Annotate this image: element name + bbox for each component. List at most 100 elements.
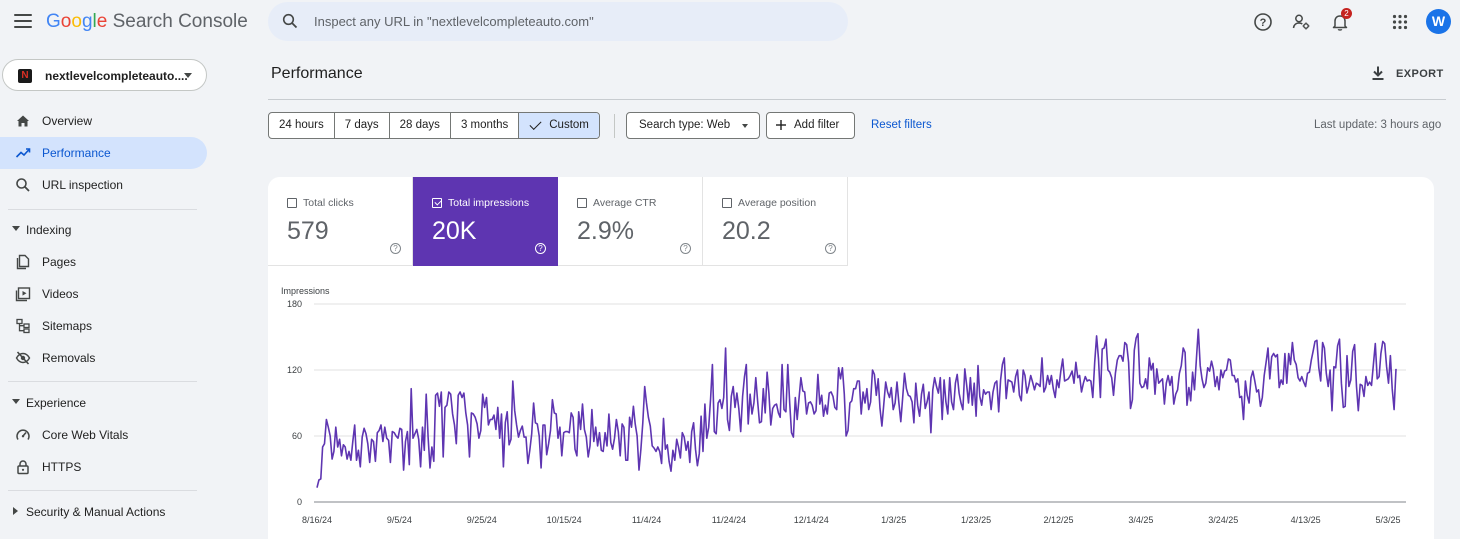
- x-tick-label: 1/23/25: [961, 515, 991, 525]
- gauge-icon: [16, 429, 30, 440]
- logo-letter: e: [96, 11, 108, 32]
- metric-total-clicks[interactable]: Total clicks 579 ?: [268, 177, 413, 266]
- sidebar-item-videos[interactable]: Videos: [0, 278, 207, 310]
- sidebar-item-removals[interactable]: Removals: [0, 342, 207, 374]
- property-selector[interactable]: N nextlevelcompleteauto....: [2, 59, 207, 91]
- search-console-logo[interactable]: Google Search Console: [46, 10, 248, 34]
- metric-value: 20.2: [722, 217, 771, 245]
- sidebar-section-experience[interactable]: Experience: [0, 391, 207, 415]
- date-range-28-days[interactable]: 28 days: [390, 113, 451, 138]
- pages-icon: [16, 254, 30, 270]
- add-filter-label: Add filter: [794, 119, 840, 131]
- last-update-text: Last update: 3 hours ago: [1314, 119, 1442, 131]
- svg-text:?: ?: [1260, 17, 1267, 29]
- sidebar-section-security[interactable]: Security & Manual Actions: [0, 500, 207, 524]
- sidebar-item-label: Removals: [42, 351, 96, 365]
- add-filter-button[interactable]: Add filter: [766, 112, 855, 139]
- filter-separator: [614, 114, 615, 138]
- date-range-custom[interactable]: Custom: [519, 113, 599, 138]
- sitemap-icon: [16, 318, 30, 334]
- sidebar-divider: [8, 381, 197, 382]
- help-icon[interactable]: ?: [535, 243, 546, 254]
- x-tick-label: 9/5/24: [387, 515, 412, 525]
- metric-label: Average position: [738, 197, 817, 209]
- section-title: Security & Manual Actions: [26, 505, 166, 519]
- impressions-chart: Impressions 0 60 120 180 8/16/24 9/5/24 9/25/…: [281, 286, 1406, 525]
- y-tick-label: 60: [292, 431, 302, 441]
- page-title: Performance: [271, 65, 363, 82]
- x-tick-label: 8/16/24: [302, 515, 332, 525]
- url-inspection-search[interactable]: Inspect any URL in "nextlevelcompleteaut…: [268, 2, 848, 41]
- logo-letter: o: [71, 11, 82, 32]
- sidebar-item-label: Core Web Vitals: [42, 428, 129, 442]
- checkbox-checked-icon[interactable]: [432, 198, 442, 208]
- metric-label: Average CTR: [593, 197, 657, 209]
- logo-letter: l: [92, 11, 97, 32]
- collapse-triangle-icon: [12, 399, 20, 404]
- help-icon[interactable]: ?: [1253, 12, 1273, 32]
- date-range-7-days[interactable]: 7 days: [335, 113, 390, 138]
- checkbox-icon[interactable]: [577, 198, 587, 208]
- sidebar-item-sitemaps[interactable]: Sitemaps: [0, 310, 207, 342]
- checkbox-icon[interactable]: [722, 198, 732, 208]
- x-tick-label: 3/24/25: [1208, 515, 1238, 525]
- manage-users-icon[interactable]: [1291, 12, 1311, 32]
- export-label: EXPORT: [1396, 68, 1444, 80]
- metric-value: 2.9%: [577, 217, 634, 245]
- metric-label: Total clicks: [303, 197, 354, 209]
- sidebar-item-label: Videos: [42, 287, 79, 301]
- date-range-3-months[interactable]: 3 months: [451, 113, 520, 138]
- sidebar-item-core-web-vitals[interactable]: Core Web Vitals: [0, 419, 207, 451]
- sidebar-item-url-inspection[interactable]: URL inspection: [0, 169, 207, 201]
- account-avatar[interactable]: W: [1426, 9, 1451, 34]
- notifications-bell-icon[interactable]: [1330, 12, 1350, 32]
- logo-letter: G: [46, 11, 61, 32]
- search-type-label: Search type: Web: [639, 119, 731, 131]
- home-icon: [17, 115, 29, 127]
- plus-icon: [776, 120, 786, 130]
- sidebar-divider: [8, 209, 197, 210]
- x-tick-label: 4/13/25: [1291, 515, 1321, 525]
- sidebar-item-overview[interactable]: Overview: [0, 105, 207, 137]
- search-input[interactable]: Inspect any URL in "nextlevelcompleteaut…: [314, 14, 594, 29]
- section-title: Experience: [26, 396, 87, 410]
- x-tick-label: 12/14/24: [794, 515, 829, 525]
- y-tick-label: 120: [287, 365, 302, 375]
- x-tick-label: 1/3/25: [881, 515, 906, 525]
- hamburger-menu-icon[interactable]: [14, 14, 32, 28]
- search-icon: [282, 13, 298, 29]
- search-type-dropdown[interactable]: Search type: Web: [626, 112, 760, 139]
- x-tick-label: 2/12/25: [1043, 515, 1073, 525]
- section-title: Indexing: [26, 223, 72, 237]
- notification-count-badge: 2: [1341, 8, 1352, 19]
- y-tick-label: 0: [297, 497, 302, 507]
- metric-value: 20K: [432, 217, 477, 245]
- trending-up-icon: [15, 148, 31, 158]
- sidebar-item-pages[interactable]: Pages: [0, 246, 207, 278]
- metric-average-ctr[interactable]: Average CTR 2.9% ?: [558, 177, 703, 266]
- sidebar-divider: [8, 490, 197, 491]
- apps-grid-icon[interactable]: [1390, 12, 1410, 32]
- metric-average-position[interactable]: Average position 20.2 ?: [703, 177, 848, 266]
- impressions-series-line: [316, 328, 1397, 488]
- checkbox-icon[interactable]: [287, 198, 297, 208]
- help-icon[interactable]: ?: [825, 243, 836, 254]
- sidebar-item-performance[interactable]: Performance: [0, 137, 207, 169]
- property-favicon: N: [18, 69, 32, 83]
- logo-letter: o: [60, 11, 72, 32]
- metric-label: Total impressions: [448, 197, 530, 209]
- property-name: nextlevelcompleteauto....: [45, 69, 188, 83]
- date-range-custom-label: Custom: [549, 119, 589, 131]
- help-icon[interactable]: ?: [390, 243, 401, 254]
- video-icon: [15, 287, 31, 302]
- reset-filters-link[interactable]: Reset filters: [871, 119, 932, 131]
- date-range-24-hours[interactable]: 24 hours: [269, 113, 335, 138]
- y-axis-label: Impressions: [281, 286, 330, 296]
- help-icon[interactable]: ?: [680, 243, 691, 254]
- x-tick-label: 11/4/24: [632, 515, 661, 525]
- sidebar-section-indexing[interactable]: Indexing: [0, 218, 207, 242]
- metric-total-impressions[interactable]: Total impressions 20K ?: [413, 177, 558, 266]
- sidebar-item-https[interactable]: HTTPS: [0, 451, 207, 483]
- chevron-down-icon: [742, 124, 748, 128]
- sidebar-item-label: Sitemaps: [42, 319, 93, 333]
